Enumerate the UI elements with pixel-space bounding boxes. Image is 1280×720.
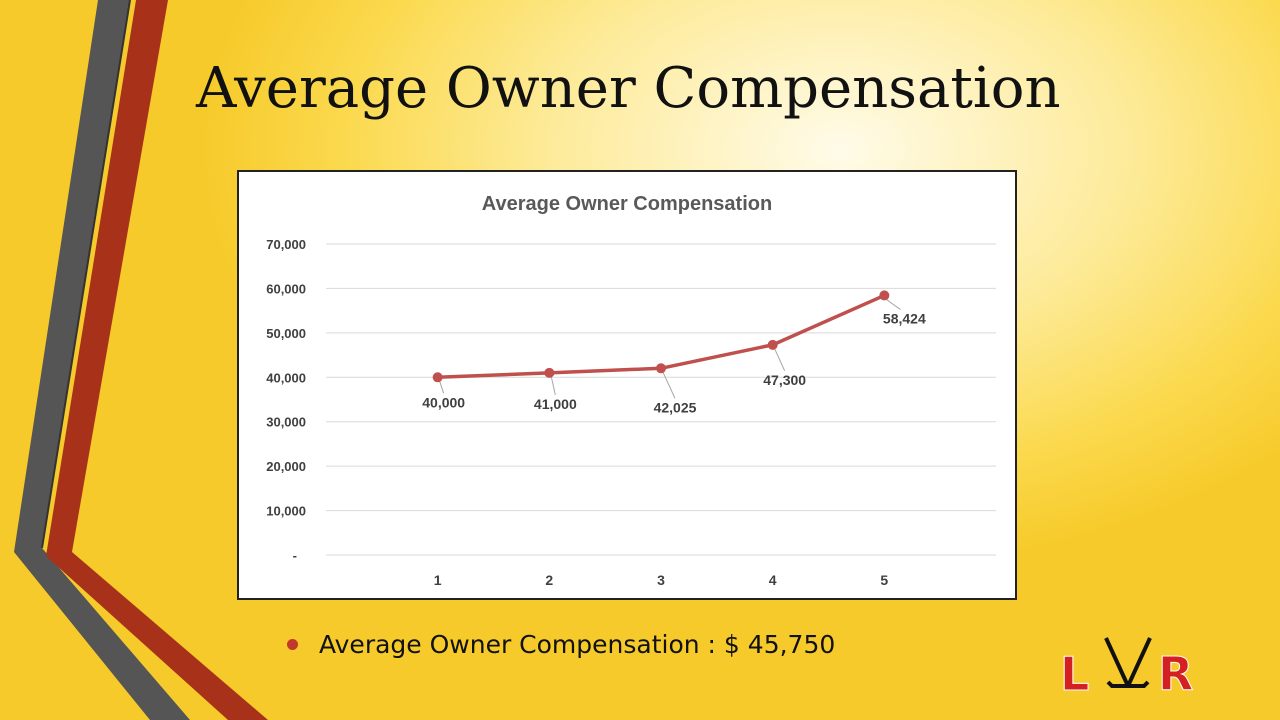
lvr-logo: L R xyxy=(1060,637,1194,696)
y-tick-label: 20,000 xyxy=(266,459,306,474)
slide-title: Average Owner Compensation xyxy=(196,56,1061,121)
y-tick-label: 70,000 xyxy=(266,237,306,252)
x-tick-label: 4 xyxy=(769,572,777,588)
data-point xyxy=(432,372,443,383)
x-tick-label: 1 xyxy=(434,572,442,588)
decorative-stripes xyxy=(14,0,268,720)
y-tick-label: 60,000 xyxy=(266,281,306,296)
leader-line xyxy=(774,348,786,372)
chart-frame: Average Owner Compensation - 10,000 20,000 3… xyxy=(237,170,1017,600)
logo-letter-r: R xyxy=(1158,647,1193,696)
data-label: 42,025 xyxy=(654,399,697,415)
stripe-highlight xyxy=(41,0,131,549)
x-tick-label: 3 xyxy=(657,572,665,588)
bullet-dot-icon xyxy=(287,639,298,650)
hockey-sticks-icon xyxy=(1104,637,1152,688)
data-point xyxy=(879,290,890,301)
chart-title: Average Owner Compensation xyxy=(482,193,772,215)
bullet-text: Average Owner Compensation : $ 45,750 xyxy=(319,630,836,659)
line-chart: Average Owner Compensation - 10,000 20,000 3… xyxy=(266,193,996,588)
y-tick-label: 40,000 xyxy=(266,370,306,385)
logo-letter-l: L xyxy=(1060,647,1089,696)
data-point xyxy=(656,363,666,374)
data-label: 40,000 xyxy=(422,394,465,410)
leader-line xyxy=(662,372,676,399)
data-point xyxy=(767,339,778,350)
y-tick-label: 30,000 xyxy=(266,415,306,430)
bullet-item: Average Owner Compensation : $ 45,750 xyxy=(287,630,835,659)
y-tick-label: - xyxy=(293,548,297,563)
data-label: 41,000 xyxy=(534,396,577,412)
x-tick-label: 5 xyxy=(880,572,888,588)
y-tick-label: 10,000 xyxy=(266,504,306,519)
red-stripe xyxy=(46,0,268,720)
y-tick-label: 50,000 xyxy=(266,326,306,341)
data-point xyxy=(544,367,555,378)
gray-stripe xyxy=(14,0,190,720)
leader-line xyxy=(439,381,445,394)
leader-line xyxy=(550,376,556,395)
data-label: 58,424 xyxy=(883,310,926,326)
leader-line xyxy=(886,299,901,310)
data-label: 47,300 xyxy=(763,372,806,388)
x-tick-label: 2 xyxy=(545,572,553,588)
